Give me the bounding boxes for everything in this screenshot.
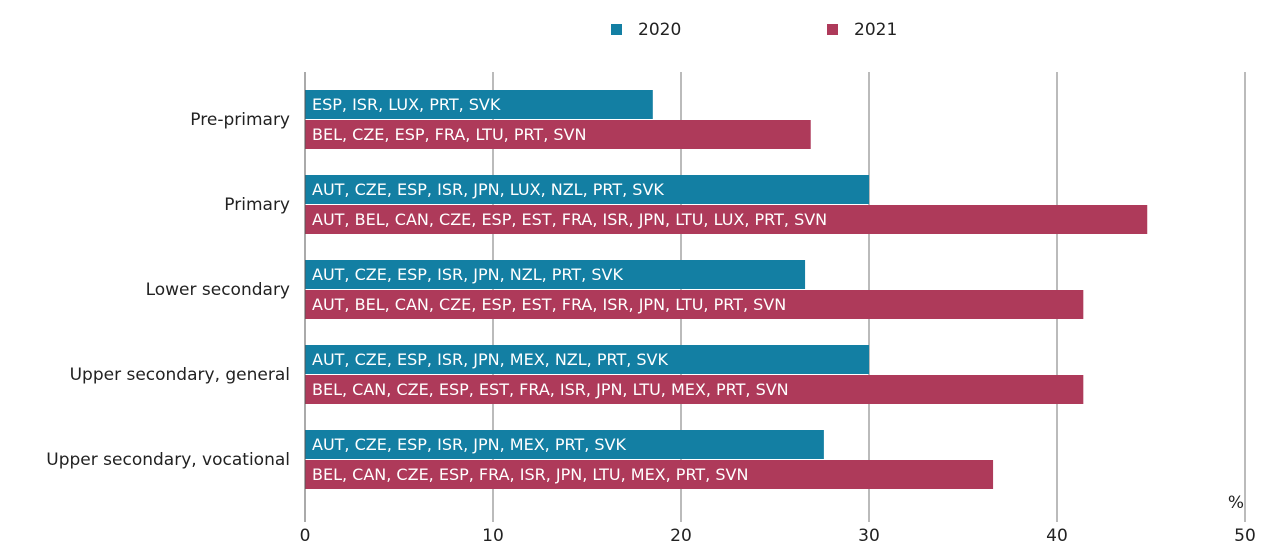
axis-unit: % [1228, 493, 1244, 513]
bar [305, 90, 653, 119]
x-tick-label: 10 [482, 526, 504, 544]
bar-label: AUT, BEL, CAN, CZE, ESP, EST, FRA, ISR, … [312, 210, 827, 229]
legend-swatch [827, 24, 838, 35]
bar [305, 175, 869, 204]
legend-swatch [611, 24, 622, 35]
bar-label: AUT, BEL, CAN, CZE, ESP, EST, FRA, ISR, … [312, 295, 786, 314]
bar [305, 460, 994, 489]
y-tick-label: Lower secondary [146, 280, 290, 300]
x-tick-label: 50 [1234, 526, 1256, 544]
y-tick-label: Primary [224, 195, 290, 215]
y-tick-label: Upper secondary, vocational [46, 450, 290, 470]
x-tick-label: 20 [670, 526, 692, 544]
bar-label: ESP, ISR, LUX, PRT, SVK [312, 95, 501, 114]
bar [305, 345, 869, 374]
y-tick-label: Pre-primary [190, 110, 290, 130]
bar-label: AUT, CZE, ESP, ISR, JPN, MEX, NZL, PRT, … [312, 350, 668, 369]
bar [305, 260, 806, 289]
bar-label: BEL, CAN, CZE, ESP, EST, FRA, ISR, JPN, … [312, 380, 789, 399]
bar-label: BEL, CAN, CZE, ESP, FRA, ISR, JPN, LTU, … [312, 465, 748, 484]
bar-label: AUT, CZE, ESP, ISR, JPN, NZL, PRT, SVK [312, 265, 623, 284]
legend-label: 2021 [854, 20, 897, 40]
bar-label: AUT, CZE, ESP, ISR, JPN, LUX, NZL, PRT, … [312, 180, 664, 199]
bar [305, 290, 1084, 319]
bar [305, 375, 1084, 404]
bar-label: BEL, CZE, ESP, FRA, LTU, PRT, SVN [312, 125, 586, 144]
legend-label: 2020 [638, 20, 681, 40]
bar [305, 430, 824, 459]
x-tick-label: 40 [1046, 526, 1068, 544]
x-tick-label: 0 [300, 526, 311, 544]
bar [305, 205, 1148, 234]
y-tick-label: Upper secondary, general [70, 365, 290, 385]
bar [305, 120, 811, 149]
bar-label: AUT, CZE, ESP, ISR, JPN, MEX, PRT, SVK [312, 435, 626, 454]
x-tick-label: 30 [858, 526, 880, 544]
